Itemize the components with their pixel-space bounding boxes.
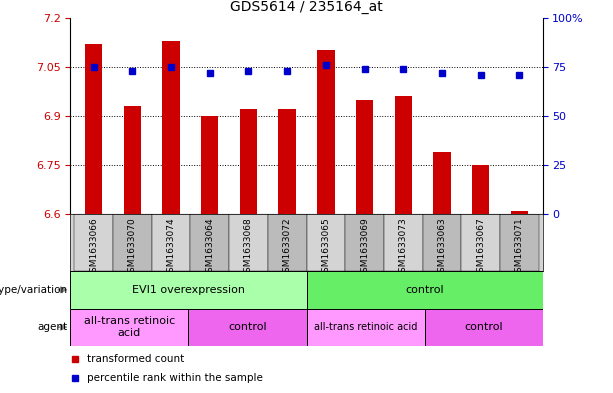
Text: GSM1633069: GSM1633069 — [360, 217, 369, 278]
Text: control: control — [464, 322, 503, 332]
Text: control: control — [228, 322, 267, 332]
Bar — [113, 214, 152, 271]
Bar — [395, 96, 412, 214]
Bar — [472, 165, 489, 214]
Bar — [306, 271, 543, 309]
Text: transformed count: transformed count — [87, 354, 185, 364]
Text: GSM1633065: GSM1633065 — [321, 217, 330, 278]
Bar — [189, 309, 306, 346]
Text: control: control — [405, 285, 444, 295]
Bar — [268, 214, 306, 271]
Text: percentile rank within the sample: percentile rank within the sample — [87, 373, 263, 383]
Text: GSM1633072: GSM1633072 — [283, 217, 292, 278]
Bar — [306, 309, 424, 346]
Bar — [229, 214, 268, 271]
Bar — [240, 109, 257, 214]
Bar — [356, 99, 373, 214]
Text: GSM1633067: GSM1633067 — [476, 217, 485, 278]
Title: GDS5614 / 235164_at: GDS5614 / 235164_at — [230, 0, 383, 14]
Bar — [511, 211, 528, 214]
Bar — [422, 214, 461, 271]
Bar — [345, 214, 384, 271]
Bar — [317, 50, 335, 214]
Bar — [152, 214, 191, 271]
Text: genotype/variation: genotype/variation — [0, 285, 67, 295]
Bar — [70, 271, 306, 309]
Bar — [191, 214, 229, 271]
Text: GSM1633073: GSM1633073 — [398, 217, 408, 278]
Bar — [162, 40, 180, 214]
Text: all-trans retinoic
acid: all-trans retinoic acid — [84, 316, 175, 338]
Bar — [384, 214, 422, 271]
Text: GSM1633063: GSM1633063 — [438, 217, 446, 278]
Text: GSM1633074: GSM1633074 — [167, 217, 175, 278]
Text: GSM1633068: GSM1633068 — [244, 217, 253, 278]
Text: GSM1633066: GSM1633066 — [89, 217, 98, 278]
Bar — [201, 116, 218, 214]
Bar — [306, 214, 345, 271]
Bar — [124, 106, 141, 214]
Bar — [500, 214, 539, 271]
Text: GSM1633070: GSM1633070 — [128, 217, 137, 278]
Bar — [74, 214, 113, 271]
Bar — [433, 152, 451, 214]
Text: agent: agent — [37, 322, 67, 332]
Text: EVI1 overexpression: EVI1 overexpression — [132, 285, 245, 295]
Text: all-trans retinoic acid: all-trans retinoic acid — [314, 322, 417, 332]
Text: GSM1633071: GSM1633071 — [515, 217, 524, 278]
Bar — [278, 109, 296, 214]
Bar — [85, 44, 102, 214]
Text: GSM1633064: GSM1633064 — [205, 217, 215, 278]
Bar — [70, 309, 189, 346]
Bar — [424, 309, 543, 346]
Bar — [461, 214, 500, 271]
